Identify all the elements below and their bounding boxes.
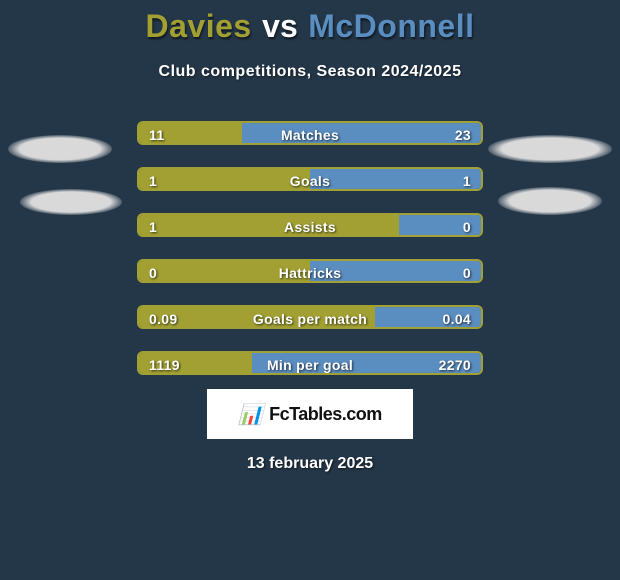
stat-bar: 1123Matches [137,121,483,145]
stat-bar: 00Hattricks [137,259,483,283]
date-label: 13 february 2025 [0,455,620,473]
stat-bar: 11Goals [137,167,483,191]
bar-label: Goals [139,169,481,191]
comparison-chart: 1123Matches 11Goals 10Assists 00Hattricks 0.… [0,121,620,381]
bar-label: Min per goal [139,353,481,375]
stat-bar: 11192270Min per goal [137,351,483,375]
player1-shadow-icon [20,189,122,215]
bar-label: Assists [139,215,481,237]
bar-label: Matches [139,123,481,145]
bar-label: Hattricks [139,261,481,283]
title-vs: vs [262,8,298,44]
player1-shadow-icon [8,135,112,163]
title-player1: Davies [146,8,252,44]
title-player2: McDonnell [308,8,474,44]
bar-label: Goals per match [139,307,481,329]
player2-shadow-icon [488,135,612,163]
subtitle: Club competitions, Season 2024/2025 [0,63,620,81]
chart-icon: 📊 [238,402,263,427]
stat-bar: 0.090.04Goals per match [137,305,483,329]
page-title: Davies vs McDonnell [0,0,620,45]
player2-shadow-icon [498,187,602,215]
logo-text: FcTables.com [269,404,382,425]
stat-bar: 10Assists [137,213,483,237]
